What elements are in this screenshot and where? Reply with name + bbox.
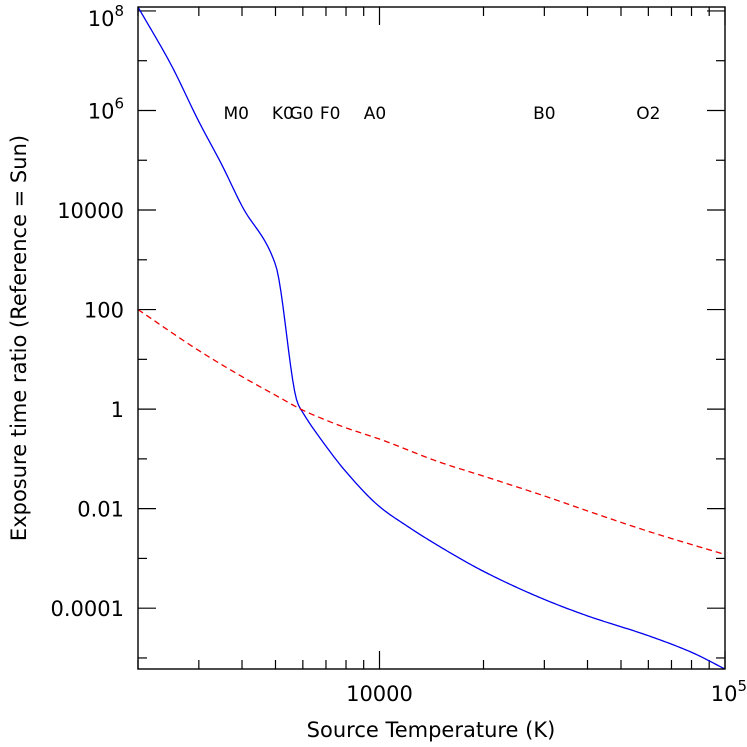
y-tick-label: 0.01 <box>77 498 124 522</box>
y-tick-label: 100 <box>84 299 124 323</box>
spectral-class-label: A0 <box>364 104 386 124</box>
series-line-dashed <box>137 309 726 556</box>
spectral-class-label: M0 <box>224 104 249 124</box>
spectral-class-label: O2 <box>636 104 660 124</box>
spectral-class-label: G0 <box>290 104 314 124</box>
y-tick-label: 1 <box>111 398 124 422</box>
spectral-class-label: K0 <box>272 104 294 124</box>
y-axis-label: Exposure time ratio (Reference = Sun) <box>7 135 31 541</box>
y-tick-label: 106 <box>88 94 124 123</box>
series-lines <box>137 6 726 670</box>
spectral-class-label: F0 <box>320 104 341 124</box>
y-tick-label: 0.0001 <box>51 597 124 621</box>
series-line-solid <box>137 6 726 670</box>
y-tick-label: 108 <box>88 2 124 31</box>
spectral-class-label: B0 <box>533 104 555 124</box>
tick-marks <box>137 7 726 669</box>
x-tick-label: 105 <box>711 677 747 706</box>
plot-frame <box>137 6 726 670</box>
x-axis-label: Source Temperature (K) <box>307 718 556 742</box>
x-tick-label: 10000 <box>346 682 413 706</box>
tick-labels: 10000 105 108 106 10000 100 1 0.01 0.0001 <box>51 2 747 706</box>
y-tick-label: 10000 <box>57 199 124 223</box>
